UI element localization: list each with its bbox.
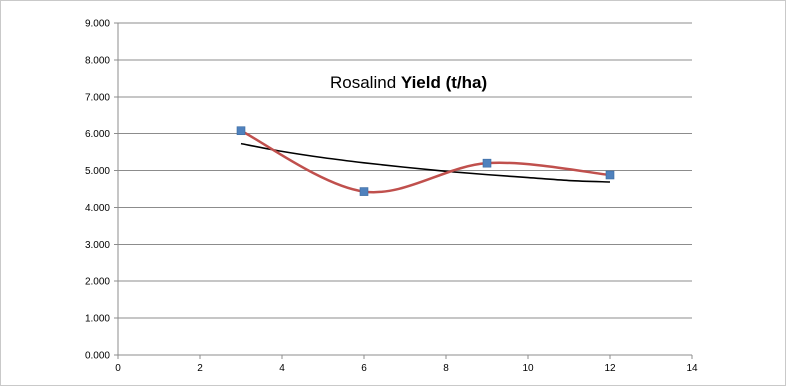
y-tick-label: 0.000 [85, 351, 110, 362]
y-tick-label: 6.000 [85, 129, 110, 140]
x-tick-label: 0 [115, 363, 121, 374]
x-tick-label: 6 [361, 363, 367, 374]
data-point-marker [482, 158, 492, 168]
y-tick-label: 9.000 [85, 19, 110, 30]
y-tick-label: 4.000 [85, 203, 110, 214]
y-tick-label: 1.000 [85, 314, 110, 325]
x-tick-label: 12 [604, 363, 616, 374]
x-tick-label: 8 [443, 363, 449, 374]
chart-title: Rosalind Yield (t/ha) [330, 73, 487, 92]
chart-title-regular: Rosalind [330, 73, 401, 92]
y-tick-label: 8.000 [85, 55, 110, 66]
data-point-marker [359, 187, 369, 196]
series-line [240, 129, 611, 194]
x-tick-label: 14 [686, 363, 698, 374]
y-tick-labels: 0.000 1.000 2.000 3.000 4.000 5.000 6.000 7.000… [85, 19, 110, 362]
chart-title-bold: Yield (t/ha) [401, 73, 487, 92]
axes [114, 22, 693, 359]
gridlines [118, 22, 692, 319]
x-tick-label: 4 [279, 363, 285, 374]
data-point-marker [236, 126, 246, 136]
y-tick-label: 5.000 [85, 166, 110, 177]
y-tick-label: 7.000 [85, 92, 110, 103]
x-tick-label: 10 [522, 363, 534, 374]
y-tick-label: 3.000 [85, 240, 110, 251]
trendline [240, 142, 611, 183]
y-tick-label: 2.000 [85, 277, 110, 288]
data-point-marker [605, 170, 615, 180]
series-group [236, 126, 615, 196]
x-tick-label: 2 [197, 363, 203, 374]
x-tick-labels: 0 2 4 6 8 10 12 14 [115, 363, 698, 374]
trendline-path [240, 142, 611, 183]
